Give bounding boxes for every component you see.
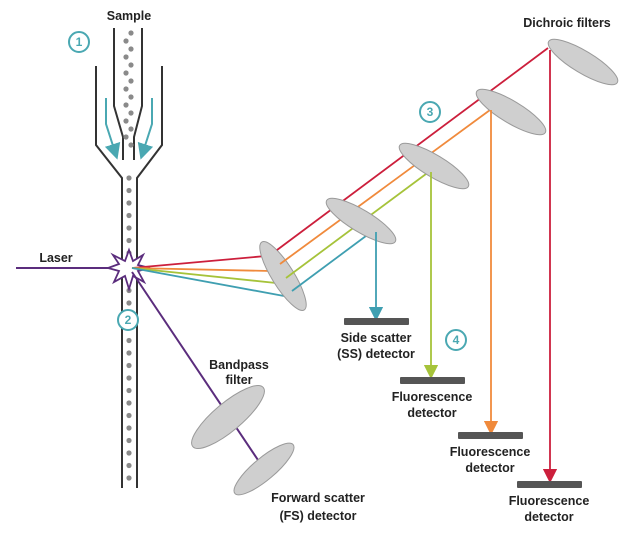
dichroic-filter-stack (325, 38, 619, 245)
fluorescence-2-label-line1: Fluorescence (450, 445, 531, 459)
side-scatter-detector (344, 318, 409, 325)
cell-dot (128, 94, 134, 100)
dichroic-filters-label: Dichroic filters (523, 16, 611, 30)
cell-dot (128, 126, 134, 132)
cell-dot (128, 46, 134, 52)
cell-dot (126, 362, 132, 369)
cell-stream (123, 30, 134, 481)
bandpass-label-line1: Bandpass (209, 358, 269, 372)
cell-dot (128, 142, 134, 148)
step-2-label: 2 (125, 313, 132, 327)
cell-dot (126, 475, 132, 481)
cell-dot (123, 70, 129, 76)
detectors (344, 318, 582, 488)
forward-scatter-detector-lens (233, 442, 295, 496)
cell-dot (126, 437, 132, 444)
flow-cell (95, 28, 163, 488)
step-markers: 1 2 3 4 (68, 31, 467, 351)
cell-dot (126, 212, 132, 219)
step-3-label: 3 (427, 105, 434, 119)
side-scatter-label-line1: Side scatter (341, 331, 412, 345)
cell-dot (126, 350, 132, 356)
cell-dot (126, 175, 132, 181)
sample-label: Sample (107, 9, 152, 23)
forward-scatter-label-line1: Forward scatter (271, 491, 365, 505)
reflected-beams (276, 47, 549, 292)
dichroic-filter-4 (547, 38, 619, 86)
cell-dot (126, 300, 132, 306)
cell-dot (123, 118, 129, 124)
cell-dot (126, 237, 132, 244)
cell-dot (128, 78, 134, 84)
dichroic-filter-3 (475, 88, 547, 136)
cell-dot (128, 30, 134, 36)
cell-dot (126, 400, 132, 406)
laser-burst-icon (105, 247, 151, 293)
fluorescence-detector-2 (458, 432, 523, 439)
scatter-fan (131, 255, 285, 297)
laser-label: Laser (39, 251, 72, 265)
sample-flow-arrows (104, 98, 154, 160)
collection-mirror (259, 241, 307, 311)
fluorescence-detector-3 (517, 481, 582, 488)
labels: Sample Laser Dichroic filters Bandpass f… (39, 9, 610, 524)
cell-dot (126, 425, 132, 431)
detector-beams (368, 50, 558, 484)
fluorescence-1-label-line2: detector (407, 406, 456, 420)
step-4-label: 4 (453, 333, 460, 347)
fluorescence-1-label-line1: Fluorescence (392, 390, 473, 404)
cell-dot (126, 450, 132, 456)
bandpass-filter-lens (191, 385, 265, 449)
fluorescence-detector-1 (400, 377, 465, 384)
cell-dot (126, 375, 132, 381)
dichroic-filter-1 (325, 197, 397, 245)
forward-scatter-beam (131, 271, 263, 467)
cell-dot (126, 187, 132, 194)
bandpass-label-line2: filter (225, 373, 252, 387)
cell-dot (126, 225, 132, 231)
side-scatter-label-line2: (SS) detector (337, 347, 415, 361)
fluorescence-3-label-line2: detector (524, 510, 573, 524)
cell-dot (123, 134, 129, 140)
cell-dot (126, 462, 132, 469)
cell-dot (126, 337, 132, 344)
cell-dot (128, 110, 134, 116)
cell-dot (128, 62, 134, 68)
forward-scatter-label-line2: (FS) detector (279, 509, 356, 523)
cell-dot (123, 38, 129, 44)
cell-dot (126, 387, 132, 394)
cell-dot (126, 412, 132, 419)
dichroic-filter-2 (398, 142, 470, 190)
cell-dot (123, 102, 129, 108)
cell-dot (123, 54, 129, 60)
cell-dot (123, 86, 129, 92)
cell-dot (126, 200, 132, 206)
step-1-label: 1 (76, 35, 83, 49)
fluorescence-2-label-line2: detector (465, 461, 514, 475)
fluorescence-3-label-line1: Fluorescence (509, 494, 590, 508)
